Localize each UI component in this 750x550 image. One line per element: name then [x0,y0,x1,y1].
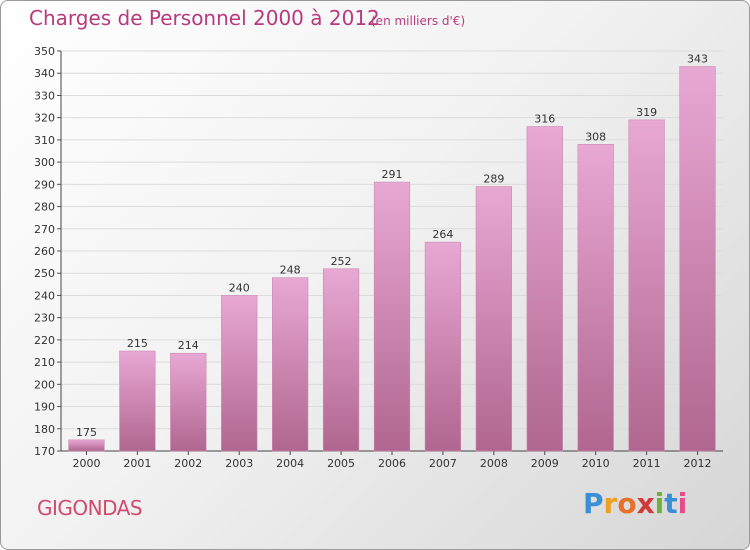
data-label: 291 [382,168,403,181]
y-tick-label: 270 [34,223,55,236]
y-tick-label: 180 [34,423,55,436]
data-label: 264 [432,228,453,241]
data-label: 343 [687,53,708,66]
bar-2009 [526,126,563,452]
x-tick-label: 2009 [531,457,559,470]
x-tick-label: 2010 [582,457,610,470]
bar-2002 [170,352,207,452]
y-tick-label: 320 [34,112,55,125]
y-tick-label: 330 [34,89,55,102]
data-label: 215 [127,337,148,350]
bar-2006 [373,181,411,452]
y-tick-label: 310 [34,134,55,147]
data-label: 316 [534,113,555,126]
bar-2001 [119,350,156,452]
x-tick-label: 2011 [633,457,661,470]
x-tick-label: 2005 [327,457,355,470]
data-label: 175 [76,426,97,439]
data-labels: 175 215 214 240 248 252 291 264 289 316 308 319 343 [76,53,708,439]
y-tick-label: 280 [34,201,55,214]
bar-2004 [272,277,309,452]
bar-2012 [679,66,716,452]
x-tick-label: 2004 [276,457,304,470]
y-tick-label: 200 [34,378,55,391]
proxiti-logo[interactable]: Proxiti [583,487,688,520]
y-tick-label: 240 [34,289,55,302]
x-tick-label: 2007 [429,457,457,470]
x-tick-label: 2001 [123,457,151,470]
y-tick-label: 300 [34,156,55,169]
y-tick-label: 260 [34,245,55,258]
y-tick-label: 190 [34,401,55,414]
bar-2010 [577,144,614,452]
y-tick-label: 340 [34,67,55,80]
bar-2000 [68,439,105,452]
x-tick-label: 2002 [174,457,202,470]
bar-2011 [628,119,665,452]
data-label: 289 [483,173,504,186]
data-label: 319 [636,106,657,119]
commune-name: GIGONDAS [37,496,143,520]
y-tick-label: 290 [34,178,55,191]
x-tick-label: 2012 [684,457,712,470]
x-tick-label: 2000 [72,457,100,470]
bar-2005 [322,268,360,452]
data-label: 214 [178,339,199,352]
y-tick-label: 220 [34,334,55,347]
bar-2008 [475,186,512,452]
x-tick-label: 2006 [378,457,406,470]
bar-2003 [221,295,258,452]
axes: 170 180 190 200 210 220 230 240 250 260 270 280 290 3… [34,45,723,470]
chart-title: Charges de Personnel 2000 à 2012 [29,6,380,30]
y-tick-label: 250 [34,267,55,280]
bar-2007 [424,241,462,452]
data-label: 248 [280,264,301,277]
y-tick-label: 350 [34,45,55,58]
bars [68,66,716,452]
x-tick-label: 2008 [480,457,508,470]
x-tick-label: 2003 [225,457,253,470]
y-tick-label: 210 [34,356,55,369]
data-label: 308 [585,130,606,143]
y-tick-label: 170 [34,445,55,458]
data-label: 252 [331,255,352,268]
chart-subtitle: (en milliers d'€) [371,14,466,28]
data-label: 240 [229,281,250,294]
y-tick-label: 230 [34,312,55,325]
